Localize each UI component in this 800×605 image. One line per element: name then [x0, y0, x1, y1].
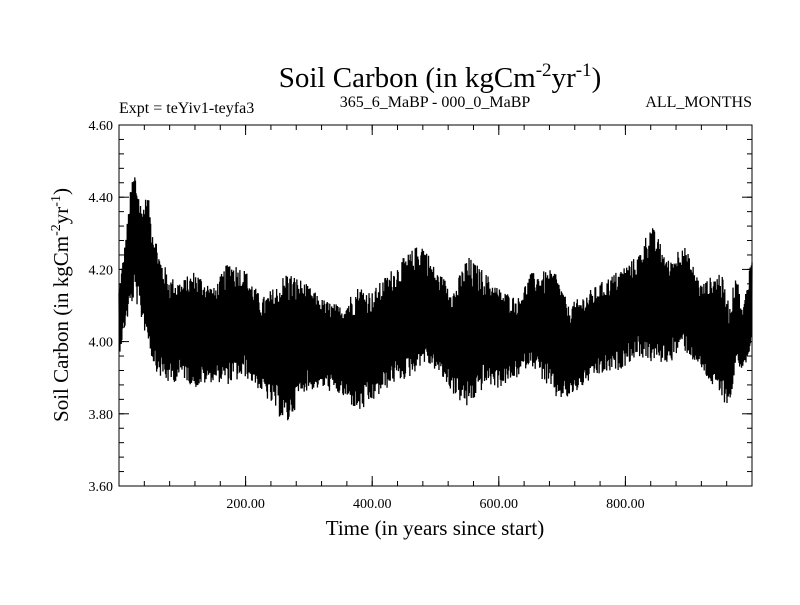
subtitle-experiment: Expt = teYiv1-teyfa3 [119, 100, 254, 117]
subtitle-months: ALL_MONTHS [645, 94, 752, 111]
y-tick-label: 4.00 [89, 336, 114, 351]
y-tick-label: 4.20 [89, 263, 114, 278]
x-tick-label: 200.00 [226, 497, 265, 512]
plot-frame [118, 124, 753, 487]
chart-title: Soil Carbon (in kgCm-2yr-1) [279, 60, 601, 94]
series-line-0 [118, 177, 753, 421]
axis-tick-labels-group: 3.60 3.80 4.00 4.20 4.40 4.60 200.00 400.00 600.… [89, 119, 645, 512]
y-tick-label: 4.40 [89, 191, 114, 206]
y-tick-label: 3.60 [89, 480, 114, 495]
data-series-group [118, 177, 753, 421]
subtitle-period: 365_6_MaBP - 000_0_MaBP [340, 94, 531, 111]
y-tick-label: 3.80 [89, 408, 114, 423]
x-tick-label: 800.00 [606, 497, 645, 512]
x-axis-label: Time (in years since start) [326, 516, 545, 540]
x-tick-label: 400.00 [353, 497, 392, 512]
y-axis-label: Soil Carbon (in kgCm-2yr-1) [49, 188, 73, 422]
x-tick-label: 600.00 [480, 497, 519, 512]
y-tick-label: 4.60 [89, 119, 114, 134]
